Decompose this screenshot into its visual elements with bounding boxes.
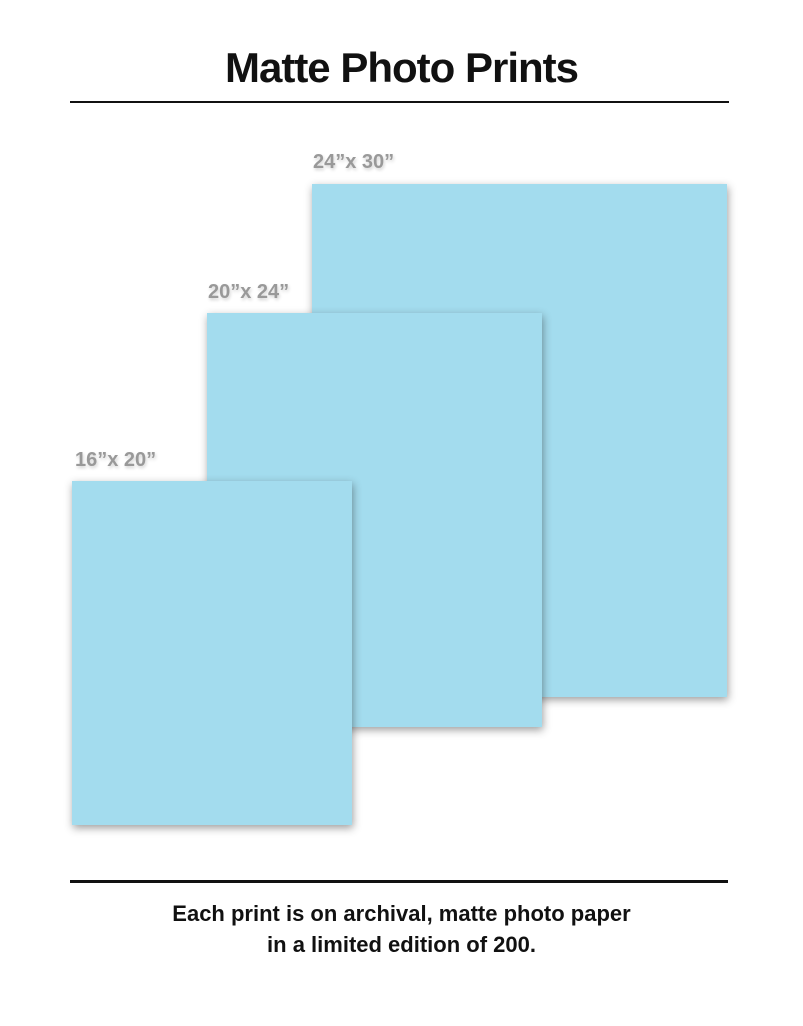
top-divider bbox=[70, 101, 729, 103]
footer-caption-line2: in a limited edition of 200. bbox=[267, 932, 536, 957]
print-size-label-16x20: 16”x 20” bbox=[75, 449, 157, 471]
print-size-label-24x30: 24”x 30” bbox=[313, 151, 395, 173]
print-sheet-16x20 bbox=[72, 481, 352, 825]
bottom-divider bbox=[70, 880, 728, 883]
footer-caption: Each print is on archival, matte photo p… bbox=[0, 898, 803, 960]
footer-caption-line1: Each print is on archival, matte photo p… bbox=[172, 901, 631, 926]
print-size-label-20x24: 20”x 24” bbox=[208, 281, 290, 303]
page-title: Matte Photo Prints bbox=[224, 44, 579, 91]
